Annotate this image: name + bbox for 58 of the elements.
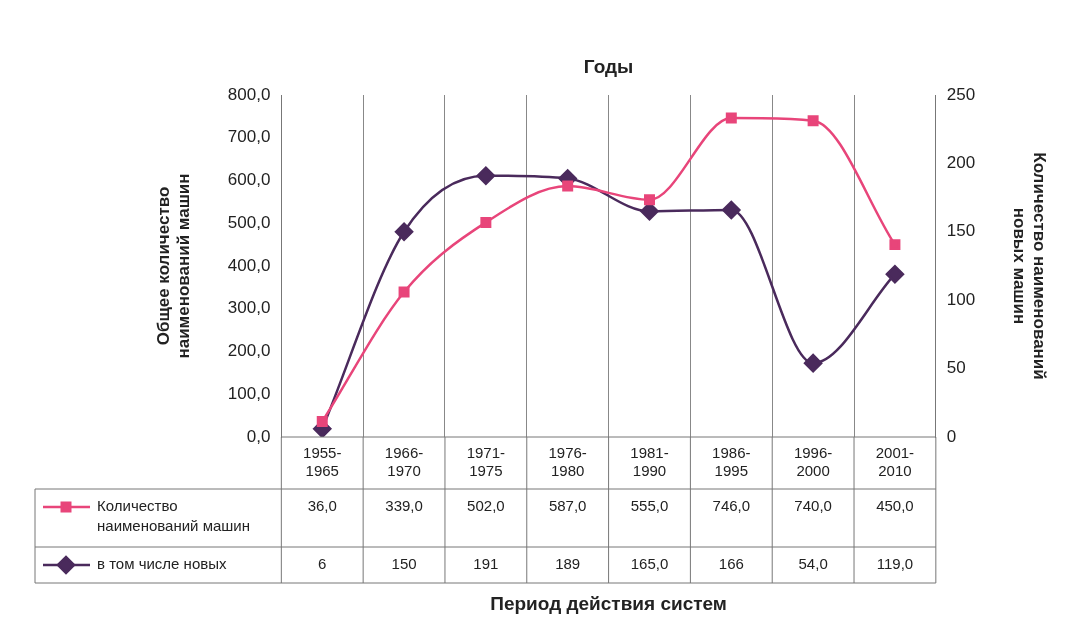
legend-label: Количество наименований машин xyxy=(97,497,250,535)
data-label: 165,0 xyxy=(630,555,669,573)
y-tick-label: 800,0 xyxy=(227,84,271,104)
data-label: 339,0 xyxy=(385,497,423,515)
y-tick-label: 200,0 xyxy=(227,341,271,361)
data-label: 189 xyxy=(555,555,581,573)
point xyxy=(807,115,819,127)
y-tick-label: 400,0 xyxy=(227,255,271,275)
point xyxy=(476,166,496,185)
data-label: 36,0 xyxy=(307,497,337,515)
data-label: 6 xyxy=(318,555,327,573)
y2-tick-label: 0 xyxy=(946,426,957,446)
y-tick-label: 300,0 xyxy=(227,298,271,318)
data-label: 587,0 xyxy=(548,497,587,515)
y2-tick-label: 150 xyxy=(946,221,976,241)
y2-tick-label: 100 xyxy=(946,289,976,309)
y2-tick-label: 200 xyxy=(946,153,976,173)
data-label: 191 xyxy=(473,555,499,573)
data-label: 166 xyxy=(718,555,744,573)
point xyxy=(480,216,492,228)
data-label: 746,0 xyxy=(712,497,751,515)
chart-title: Годы xyxy=(583,56,634,78)
x-tick-label: 1966-1970 xyxy=(384,444,424,480)
x-tick-label: 1981-1990 xyxy=(630,444,669,480)
x-tick-label: 1955-1965 xyxy=(303,444,342,480)
point xyxy=(725,112,737,124)
point xyxy=(562,180,574,192)
data-label: 54,0 xyxy=(798,555,828,573)
text: Период действия систем xyxy=(490,593,727,615)
point xyxy=(889,239,901,251)
data-label: 502,0 xyxy=(467,497,505,515)
point xyxy=(394,222,414,242)
data-label: 150 xyxy=(391,555,417,573)
point xyxy=(316,416,328,428)
y-tick-label: 500,0 xyxy=(227,212,271,232)
point xyxy=(803,353,823,373)
y-tick-label: 600,0 xyxy=(227,170,271,190)
x-tick-label: 2001-2010 xyxy=(875,444,915,480)
x-tick-label: 1996-2000 xyxy=(793,444,833,480)
point xyxy=(722,200,741,220)
point xyxy=(644,194,655,206)
x-tick-label: 1971-1975 xyxy=(466,444,506,480)
y-axis-title: Общее количество наименований машин xyxy=(153,173,194,359)
data-label: 555,0 xyxy=(630,497,669,515)
x-tick-label: 1976-1980 xyxy=(548,444,587,480)
y-tick-label: 700,0 xyxy=(227,127,271,147)
y2-axis-title: Количество наименований новых машин xyxy=(1009,152,1050,380)
point xyxy=(885,264,905,284)
y-tick-label: 0,0 xyxy=(246,426,271,446)
point xyxy=(398,286,410,298)
y2-tick-label: 250 xyxy=(946,84,976,104)
data-label: 450,0 xyxy=(876,497,914,515)
y2-tick-label: 50 xyxy=(946,358,966,378)
x-tick-label: 1986-1995 xyxy=(712,444,751,480)
data-label: 740,0 xyxy=(794,497,832,515)
data-label: 119,0 xyxy=(876,555,914,573)
legend-label: в том числе новых xyxy=(97,555,227,573)
y-tick-label: 100,0 xyxy=(227,383,271,403)
